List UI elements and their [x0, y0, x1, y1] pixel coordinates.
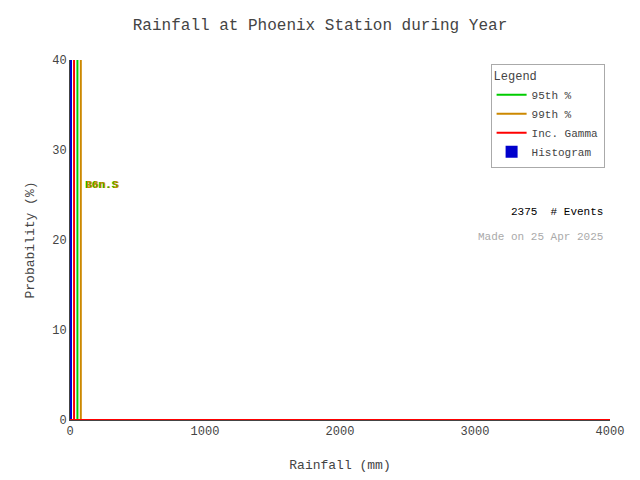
- svg-text:Rainfall at Phoenix Station du: Rainfall at Phoenix Station during Year: [133, 17, 507, 35]
- svg-text:4000: 4000: [596, 425, 625, 439]
- svg-text:10: 10: [52, 324, 66, 338]
- svg-text:0: 0: [59, 414, 66, 428]
- svg-text:B6n.S: B6n.S: [85, 179, 118, 191]
- svg-text:Histogram: Histogram: [532, 147, 592, 159]
- svg-text:B6n.S: B6n.S: [86, 179, 119, 191]
- svg-text:Legend: Legend: [494, 70, 537, 84]
- svg-text:2375 # Events: 2375 # Events: [511, 206, 603, 218]
- svg-text:Made on 25 Apr 2025: Made on 25 Apr 2025: [478, 231, 603, 243]
- svg-text:95th %: 95th %: [532, 90, 572, 102]
- svg-text:20: 20: [52, 234, 66, 248]
- svg-text:1000: 1000: [191, 425, 220, 439]
- svg-text:2000: 2000: [326, 425, 355, 439]
- svg-text:Probability (%): Probability (%): [23, 181, 38, 298]
- svg-text:99th %: 99th %: [532, 109, 572, 121]
- svg-text:Rainfall (mm): Rainfall (mm): [289, 458, 390, 473]
- svg-text:40: 40: [52, 54, 66, 68]
- svg-text:0: 0: [66, 425, 73, 439]
- svg-text:3000: 3000: [461, 425, 490, 439]
- svg-text:Inc. Gamma: Inc. Gamma: [532, 128, 598, 140]
- svg-text:30: 30: [52, 144, 66, 158]
